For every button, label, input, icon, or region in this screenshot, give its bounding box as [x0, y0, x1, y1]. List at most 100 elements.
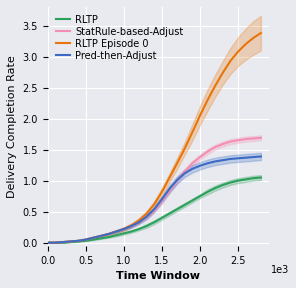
RLTP Episode 0 [152, 202, 156, 206]
RLTP Episode 0 [46, 241, 49, 245]
Legend: RLTP, StatRule-based-Adjust, RLTP Episode 0, Pred-then-Adjust: RLTP, StatRule-based-Adjust, RLTP Episod… [53, 12, 186, 63]
Line: RLTP Episode 0: RLTP Episode 0 [48, 33, 261, 243]
RLTP [244, 178, 247, 181]
RLTP [183, 203, 186, 206]
RLTP Episode 0 [252, 36, 255, 40]
RLTP Episode 0 [175, 162, 179, 165]
RLTP [259, 176, 263, 179]
Pred-then-Adjust [130, 224, 133, 228]
RLTP [46, 241, 49, 245]
RLTP Episode 0 [259, 31, 263, 35]
Pred-then-Adjust [168, 187, 171, 190]
RLTP [92, 238, 95, 241]
Pred-then-Adjust [191, 167, 194, 170]
RLTP Episode 0 [69, 240, 72, 243]
RLTP [213, 186, 217, 190]
RLTP Episode 0 [99, 234, 103, 238]
RLTP Episode 0 [191, 130, 194, 134]
Pred-then-Adjust [84, 238, 88, 241]
RLTP [137, 227, 141, 231]
RLTP [115, 234, 118, 237]
StatRule-based-Adjust [236, 139, 240, 142]
Pred-then-Adjust [115, 230, 118, 233]
Pred-then-Adjust [99, 234, 103, 238]
Pred-then-Adjust [183, 171, 186, 175]
RLTP [175, 207, 179, 211]
Pred-then-Adjust [175, 178, 179, 182]
RLTP Episode 0 [122, 227, 126, 231]
RLTP Episode 0 [236, 50, 240, 53]
StatRule-based-Adjust [191, 162, 194, 165]
StatRule-based-Adjust [122, 227, 126, 231]
Pred-then-Adjust [122, 227, 126, 231]
Pred-then-Adjust [252, 155, 255, 159]
StatRule-based-Adjust [252, 137, 255, 140]
StatRule-based-Adjust [229, 140, 232, 143]
StatRule-based-Adjust [99, 234, 103, 238]
RLTP Episode 0 [213, 84, 217, 88]
Pred-then-Adjust [69, 240, 72, 243]
Y-axis label: Delivery Completion Rate: Delivery Completion Rate [7, 55, 17, 198]
RLTP [252, 177, 255, 180]
StatRule-based-Adjust [168, 189, 171, 192]
StatRule-based-Adjust [84, 238, 88, 241]
StatRule-based-Adjust [115, 230, 118, 233]
Pred-then-Adjust [160, 198, 164, 201]
Pred-then-Adjust [236, 157, 240, 160]
Pred-then-Adjust [137, 221, 141, 224]
RLTP Episode 0 [107, 232, 110, 236]
StatRule-based-Adjust [244, 137, 247, 141]
RLTP [69, 240, 72, 244]
RLTP [152, 221, 156, 224]
RLTP Episode 0 [229, 59, 232, 63]
Pred-then-Adjust [92, 236, 95, 239]
StatRule-based-Adjust [213, 145, 217, 149]
StatRule-based-Adjust [198, 155, 202, 159]
StatRule-based-Adjust [221, 142, 225, 146]
RLTP [206, 190, 209, 194]
RLTP [76, 240, 80, 243]
StatRule-based-Adjust [69, 240, 72, 243]
RLTP Episode 0 [198, 114, 202, 117]
Line: RLTP: RLTP [48, 177, 261, 243]
Pred-then-Adjust [198, 164, 202, 168]
RLTP [61, 241, 65, 245]
StatRule-based-Adjust [259, 136, 263, 140]
Pred-then-Adjust [244, 156, 247, 160]
Pred-then-Adjust [76, 239, 80, 242]
StatRule-based-Adjust [54, 241, 57, 245]
StatRule-based-Adjust [46, 241, 49, 245]
Pred-then-Adjust [221, 158, 225, 162]
RLTP [236, 179, 240, 182]
RLTP [54, 241, 57, 245]
Line: StatRule-based-Adjust: StatRule-based-Adjust [48, 138, 261, 243]
RLTP [99, 237, 103, 240]
Pred-then-Adjust [213, 160, 217, 163]
RLTP [168, 212, 171, 215]
Pred-then-Adjust [46, 241, 49, 245]
StatRule-based-Adjust [92, 236, 95, 239]
RLTP [84, 239, 88, 242]
X-axis label: Time Window: Time Window [116, 271, 200, 281]
StatRule-based-Adjust [130, 224, 133, 228]
RLTP [191, 199, 194, 202]
RLTP [107, 235, 110, 239]
RLTP Episode 0 [76, 239, 80, 242]
StatRule-based-Adjust [183, 170, 186, 173]
StatRule-based-Adjust [206, 150, 209, 153]
StatRule-based-Adjust [137, 221, 141, 224]
RLTP [221, 183, 225, 187]
Pred-then-Adjust [152, 207, 156, 211]
Pred-then-Adjust [61, 240, 65, 244]
Pred-then-Adjust [107, 232, 110, 236]
StatRule-based-Adjust [152, 209, 156, 212]
RLTP Episode 0 [61, 240, 65, 244]
Pred-then-Adjust [145, 215, 149, 218]
RLTP [198, 194, 202, 198]
RLTP Episode 0 [137, 219, 141, 222]
StatRule-based-Adjust [160, 199, 164, 203]
Pred-then-Adjust [259, 155, 263, 158]
RLTP Episode 0 [145, 212, 149, 215]
StatRule-based-Adjust [175, 179, 179, 182]
StatRule-based-Adjust [61, 240, 65, 244]
